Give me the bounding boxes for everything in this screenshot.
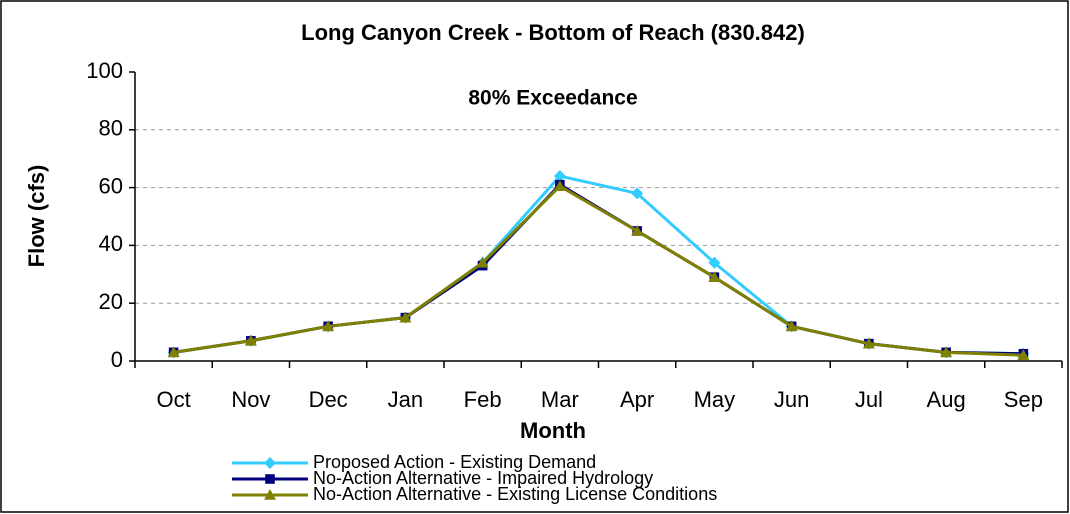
marker <box>167 346 180 358</box>
legend-label: No-Action Alternative - Impaired Hydrolo… <box>313 468 653 488</box>
x-tick-label: Dec <box>309 387 348 412</box>
marker <box>476 256 489 268</box>
marker <box>631 224 644 236</box>
x-tick-label: Jul <box>855 387 883 412</box>
x-tick-label: Oct <box>157 387 191 412</box>
marker <box>553 180 566 191</box>
x-tick-label: Aug <box>927 387 966 412</box>
marker <box>265 474 275 484</box>
marker <box>708 256 721 269</box>
x-tick-label: Jun <box>774 387 809 412</box>
y-axis-label: Flow (cfs) <box>24 165 49 268</box>
marker <box>708 271 721 282</box>
x-tick-label: Sep <box>1004 387 1043 412</box>
x-tick-label: Mar <box>541 387 579 412</box>
y-tick-label: 80 <box>99 116 123 141</box>
marker <box>244 334 257 346</box>
marker <box>264 457 276 469</box>
series-line <box>173 184 1024 357</box>
marker <box>1017 349 1030 361</box>
y-tick-label: 20 <box>99 289 123 314</box>
marker <box>785 320 798 332</box>
chart-title: Long Canyon Creek - Bottom of Reach (830… <box>301 20 805 45</box>
marker <box>399 311 412 323</box>
x-tick-label: Nov <box>231 387 270 412</box>
legend-label: No-Action Alternative - Existing License… <box>313 484 717 504</box>
marker <box>940 346 953 358</box>
x-tick-label: Jan <box>388 387 423 412</box>
x-tick-label: May <box>694 387 736 412</box>
marker <box>862 337 875 349</box>
annotation: 80% Exceedance <box>468 87 637 110</box>
y-tick-label: 60 <box>99 173 123 198</box>
marker <box>553 170 566 183</box>
y-tick-label: 40 <box>99 231 123 256</box>
marker <box>322 320 335 332</box>
marker <box>631 187 644 200</box>
legend-label: Proposed Action - Existing Demand <box>313 452 596 472</box>
y-tick-label: 100 <box>86 58 123 83</box>
x-tick-label: Feb <box>464 387 502 412</box>
y-tick-label: 0 <box>111 347 123 372</box>
marker <box>264 489 276 500</box>
x-tick-label: Apr <box>620 387 654 412</box>
x-axis-label: Month <box>520 418 586 443</box>
